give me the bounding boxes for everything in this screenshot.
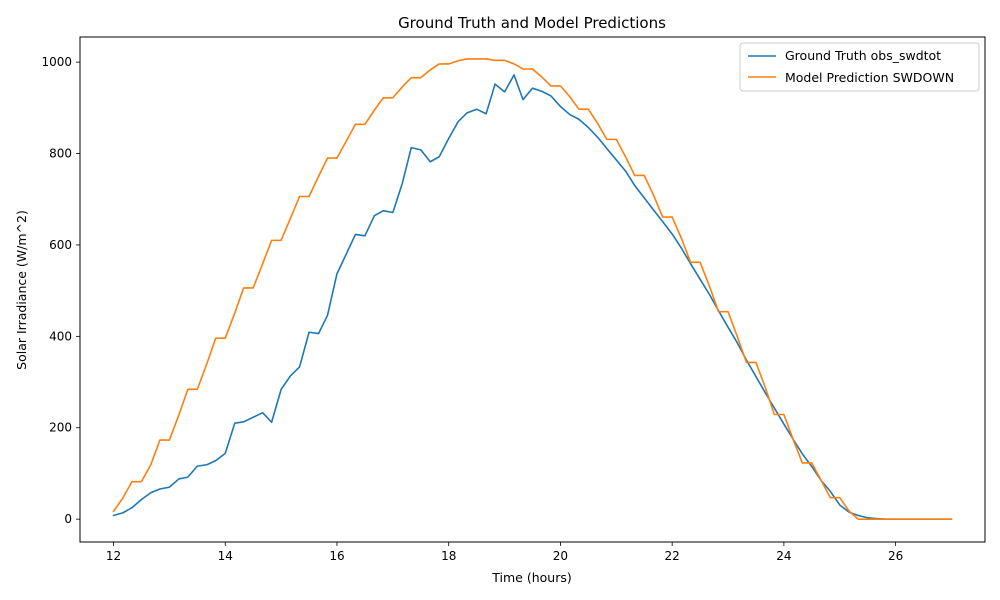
legend-label-ground-truth: Ground Truth obs_swdtot: [785, 48, 941, 63]
legend: Ground Truth obs_swdtot Model Prediction…: [739, 42, 980, 92]
x-tick-label: 14: [218, 549, 233, 563]
x-tick-label: 24: [776, 549, 791, 563]
series-line-ground-truth: [112, 74, 953, 520]
y-axis-ticks: 0 200 400 600 800 1000: [41, 55, 80, 526]
x-tick-label: 16: [329, 549, 344, 563]
y-axis-label: Solar Irradiance (W/m^2): [14, 210, 29, 370]
x-tick-label: 22: [665, 549, 680, 563]
legend-box: [739, 42, 980, 92]
series-line-model-prediction: [112, 58, 953, 520]
series-layer: [112, 58, 953, 520]
legend-label-model-prediction: Model Prediction SWDOWN: [785, 70, 954, 85]
y-tick-label: 800: [49, 147, 72, 161]
y-tick-label: 200: [49, 421, 72, 435]
x-tick-label: 18: [441, 549, 456, 563]
x-axis-label: Time (hours): [491, 570, 571, 585]
y-tick-label: 1000: [41, 55, 72, 69]
x-axis-ticks: 12 14 16 18 20 22 24 26: [106, 542, 903, 563]
y-tick-label: 400: [49, 329, 72, 343]
x-tick-label: 20: [553, 549, 568, 563]
chart-title: Ground Truth and Model Predictions: [398, 14, 666, 32]
x-tick-label: 12: [106, 549, 121, 563]
plot-area-frame: [79, 36, 986, 543]
y-tick-label: 600: [49, 238, 72, 252]
x-tick-label: 26: [888, 549, 903, 563]
y-tick-label: 0: [64, 512, 72, 526]
